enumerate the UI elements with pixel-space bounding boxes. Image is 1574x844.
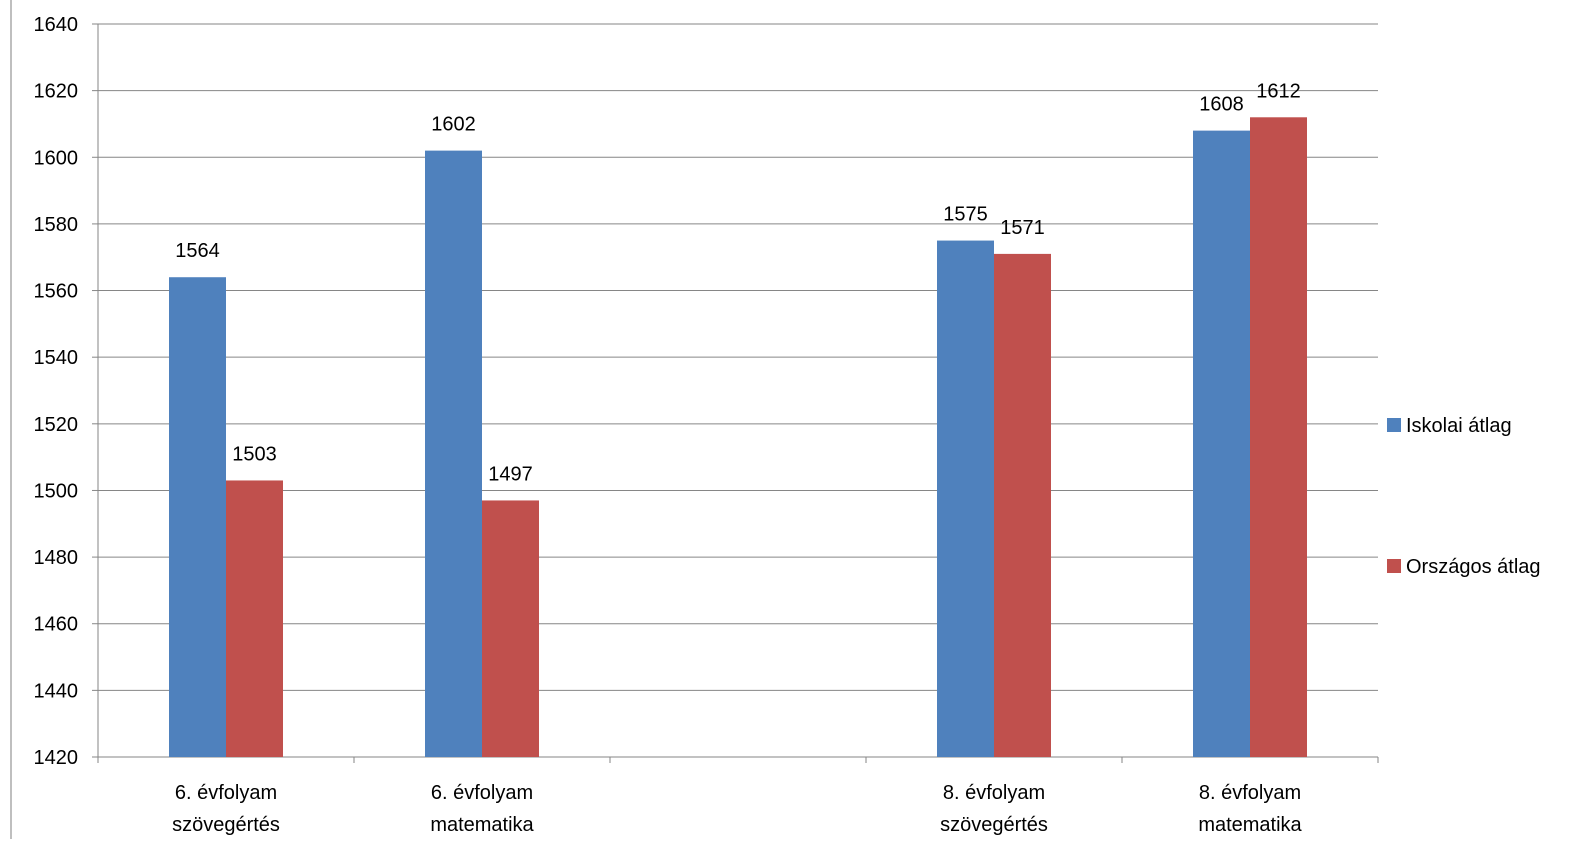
legend-swatch [1387,418,1401,432]
bar-orszagos [994,253,1051,758]
y-axis-tick-label: 1580 [34,214,79,236]
x-axis-category-labels: 6. évfolyam szövegértés 6. évfolyam matemat… [172,782,1302,836]
axes [92,23,1379,763]
y-axis-tick-label: 1620 [34,81,79,103]
legend: Iskolai átlag Országos átlag [1387,415,1541,578]
y-axis-tick-label: 1640 [34,14,79,36]
y-axis-tick-label: 1520 [34,414,79,436]
bar-orszagos [1250,117,1307,758]
data-label: 1612 [1256,80,1301,102]
y-axis-tick-labels: 1420 1440 1460 1480 1500 1520 1540 1560 1580 1600… [34,14,79,769]
y-axis-tick-label: 1480 [34,547,79,569]
x-axis-category-label: 8. évfolyam [943,782,1045,804]
data-label: 1608 [1199,94,1244,116]
bar-orszagos [226,480,283,757]
legend-label: Országos átlag [1406,556,1541,578]
y-axis-tick-label: 1600 [34,147,79,169]
x-axis-category-label: szövegértés [172,814,280,836]
data-labels: 1564 1503 1602 1497 1575 1571 1608 1612 [175,80,1301,485]
legend-label: Iskolai átlag [1406,415,1512,437]
y-axis-tick-label: 1460 [34,614,79,636]
bar-iskolai [169,277,226,757]
y-axis-tick-label: 1540 [34,347,79,369]
x-axis-category-label: 6. évfolyam [431,782,533,804]
bar-iskolai [937,240,994,757]
x-axis-category-label: 8. évfolyam [1199,782,1301,804]
x-axis-category-label: matematika [430,814,534,836]
data-label: 1571 [1000,217,1045,239]
y-axis-tick-label: 1420 [34,747,79,769]
y-axis-tick-label: 1560 [34,281,79,303]
bars [169,117,1307,758]
y-axis-tick-label: 1440 [34,680,79,702]
data-label: 1575 [943,204,988,226]
x-axis-category-label: matematika [1198,814,1302,836]
bar-iskolai [1193,130,1250,758]
bar-iskolai [425,150,482,758]
data-label: 1602 [431,114,476,136]
x-axis-category-label: 6. évfolyam [175,782,277,804]
gridlines [98,23,1378,758]
data-label: 1503 [232,443,277,465]
y-axis-tick-label: 1500 [34,480,79,502]
data-label: 1564 [175,240,220,262]
data-label: 1497 [488,463,533,485]
bar-orszagos [482,500,539,757]
x-axis-category-label: szövegértés [940,814,1048,836]
legend-swatch [1387,559,1401,573]
